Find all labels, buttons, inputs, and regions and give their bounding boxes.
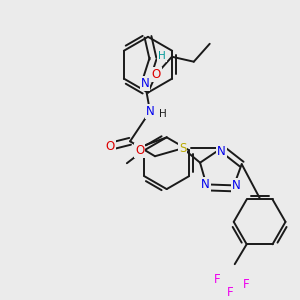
Text: O: O — [135, 144, 144, 157]
Text: F: F — [226, 286, 233, 298]
Text: N: N — [141, 77, 149, 90]
Text: H: H — [159, 110, 167, 119]
Text: H: H — [158, 51, 166, 61]
Text: O: O — [151, 68, 160, 81]
Text: S: S — [179, 142, 187, 155]
Text: F: F — [243, 278, 250, 291]
Text: O: O — [106, 140, 115, 153]
Text: N: N — [146, 105, 154, 118]
Text: N: N — [217, 145, 226, 158]
Text: F: F — [214, 273, 220, 286]
Text: N: N — [201, 178, 210, 191]
Text: N: N — [232, 179, 240, 192]
